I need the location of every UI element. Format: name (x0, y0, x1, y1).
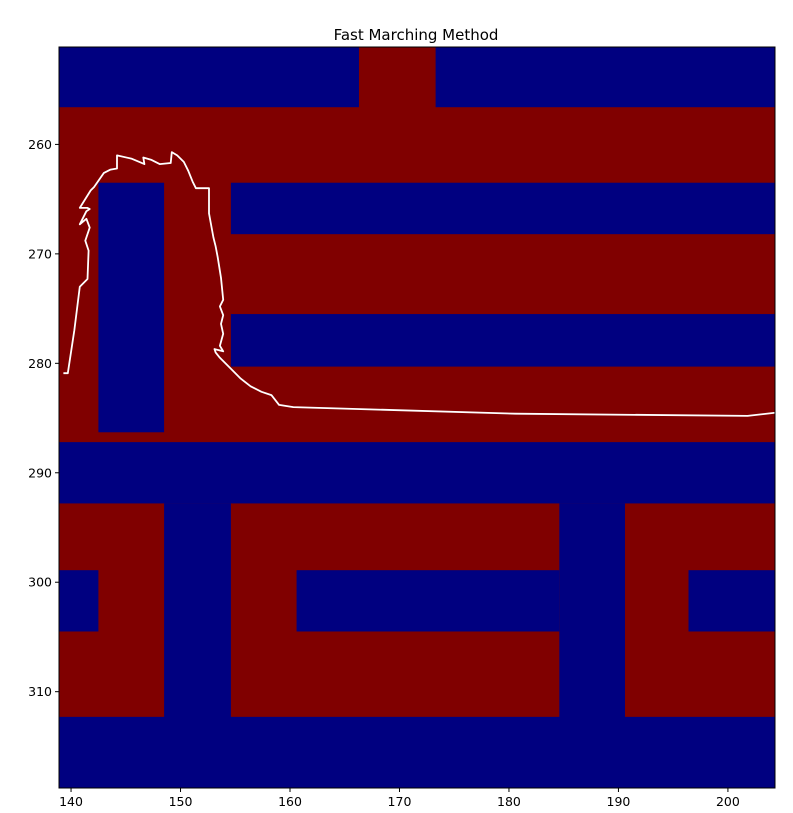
y-tick-label: 270 (28, 246, 52, 261)
heatmap-region-6 (59, 442, 775, 503)
y-tick-label: 310 (28, 684, 52, 699)
chart-title: Fast Marching Method (334, 26, 499, 44)
x-tick-label: 140 (59, 794, 83, 809)
heatmap-region-10 (297, 570, 560, 631)
x-tick-label: 180 (497, 794, 521, 809)
heatmap-region-1 (59, 47, 359, 107)
x-axis: 140 150 160 170 180 190 200 (59, 788, 740, 809)
heatmap-region-5 (231, 314, 775, 367)
heatmap-region-12 (689, 570, 775, 631)
y-tick-label: 280 (28, 356, 52, 371)
heatmap-region-9 (559, 503, 625, 788)
heatmap-region-8 (59, 717, 775, 788)
heatmap-region-2 (436, 47, 775, 107)
x-tick-label: 190 (607, 794, 631, 809)
x-tick-label: 160 (278, 794, 302, 809)
heatmap-region-4 (231, 183, 775, 234)
heatmap-region-3 (98, 183, 164, 433)
y-axis: 260 270 280 290 300 310 (28, 137, 59, 699)
y-tick-label: 290 (28, 465, 52, 480)
heatmap-region-11 (59, 570, 98, 631)
heatmap-cells (59, 47, 775, 788)
x-tick-label: 200 (716, 794, 740, 809)
y-tick-label: 300 (28, 575, 52, 590)
y-tick-label: 260 (28, 137, 52, 152)
x-tick-label: 170 (388, 794, 412, 809)
x-tick-label: 150 (169, 794, 193, 809)
